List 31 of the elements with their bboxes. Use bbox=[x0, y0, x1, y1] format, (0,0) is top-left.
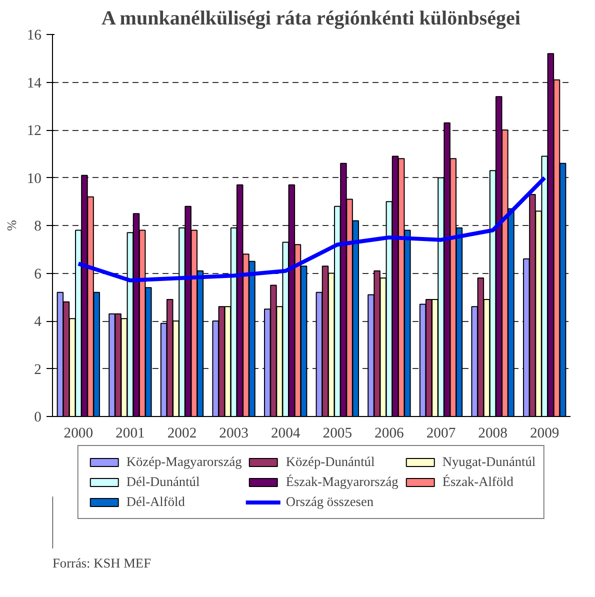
x-tick-label: 2004 bbox=[270, 426, 301, 442]
chart-title: A munkanélküliségi ráta régiónkénti különbségei bbox=[101, 8, 521, 30]
x-tick-label: 2009 bbox=[530, 426, 560, 442]
x-tick-label: 2005 bbox=[322, 426, 352, 442]
x-tick-label: 2002 bbox=[167, 426, 197, 442]
legend-label: Észak-Magyarország bbox=[286, 474, 398, 490]
y-tick-label: 12 bbox=[26, 123, 42, 139]
legend-label: Észak-Alföld bbox=[442, 474, 514, 490]
x-tick-label: 2006 bbox=[374, 426, 404, 442]
y-tick-label: 4 bbox=[34, 314, 42, 330]
y-axis-title: % bbox=[4, 220, 19, 231]
y-tick-label: 8 bbox=[34, 218, 42, 234]
y-tick-label: 2 bbox=[34, 362, 42, 378]
legend-label: Nyugat-Dunántúl bbox=[442, 454, 536, 470]
x-tick-label: 2000 bbox=[64, 426, 94, 442]
text: Forrás: KSH MEF bbox=[52, 556, 151, 570]
legend-label: Közép-Dunántúl bbox=[286, 454, 375, 470]
y-tick-label: 16 bbox=[26, 28, 42, 44]
legend-label: Közép-Magyarország bbox=[126, 454, 242, 470]
x-tick-label: 2008 bbox=[478, 426, 508, 442]
x-tick-label: 2003 bbox=[219, 426, 248, 442]
y-tick-label: 6 bbox=[34, 266, 42, 282]
y-tick-label: 0 bbox=[34, 410, 42, 426]
legend-label: Dél-Dunántúl bbox=[126, 474, 200, 490]
line-series bbox=[76, 176, 547, 282]
x-tick-label: 2001 bbox=[116, 426, 145, 442]
y-tick-label: 10 bbox=[26, 170, 42, 187]
x-tick-label: 2007 bbox=[426, 426, 456, 442]
legend-label: Ország összesen bbox=[286, 494, 374, 510]
legend-label: Dél-Alföld bbox=[126, 494, 185, 510]
y-tick-label: 14 bbox=[26, 75, 42, 92]
